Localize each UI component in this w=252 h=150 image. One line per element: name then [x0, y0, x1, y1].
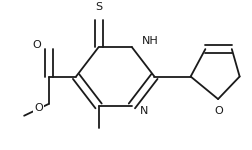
- Text: O: O: [214, 106, 223, 116]
- Text: O: O: [34, 103, 43, 113]
- Text: NH: NH: [141, 36, 158, 46]
- Text: O: O: [32, 40, 41, 50]
- Text: S: S: [95, 2, 102, 12]
- Text: N: N: [139, 106, 147, 116]
